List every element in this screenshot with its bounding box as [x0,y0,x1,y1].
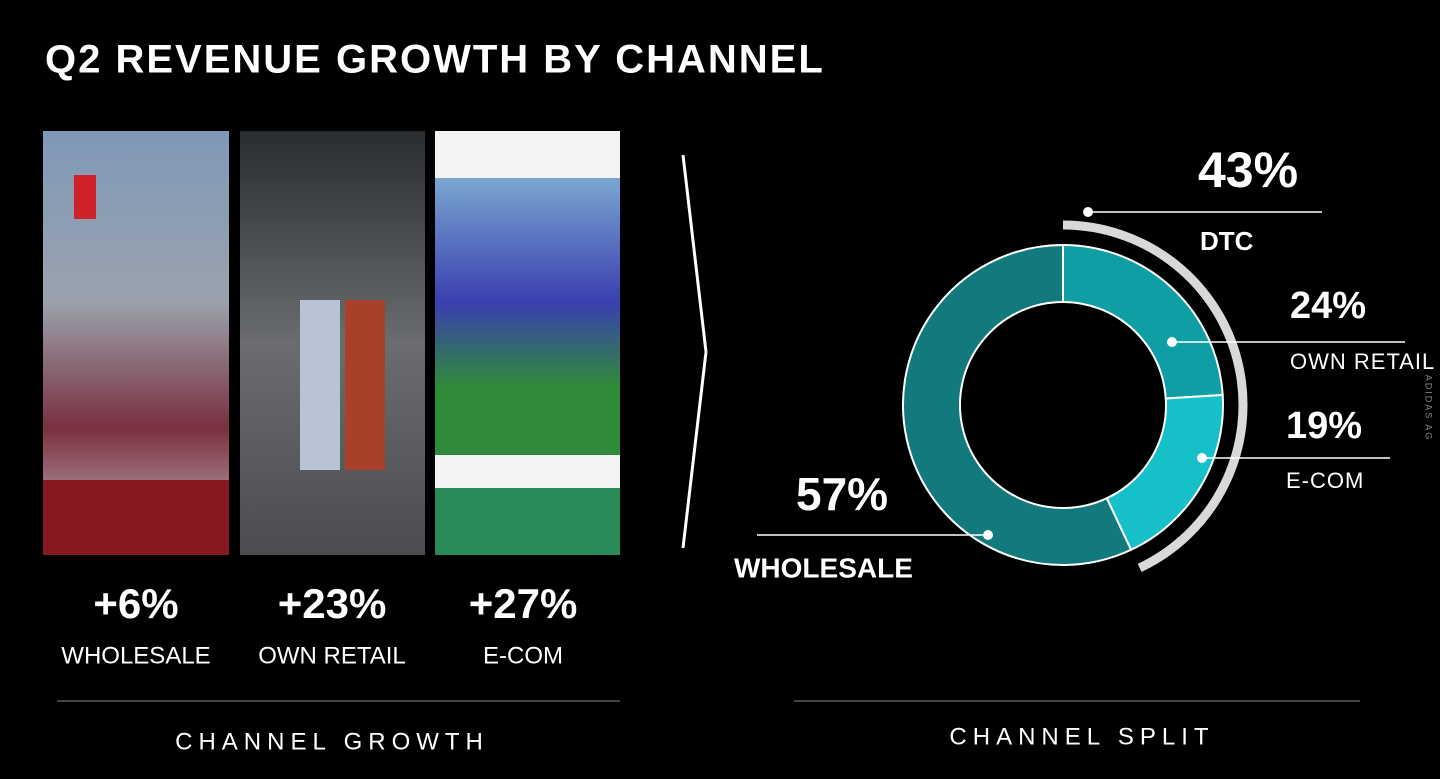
growth-value: +6% [93,580,178,627]
store-logo [74,175,96,219]
leader-dot [983,530,993,540]
leader-dot [1083,207,1093,217]
chevron [681,154,708,549]
split-caption: CHANNEL SPLIT [949,723,1214,750]
donut-segment [1062,243,1224,400]
donut-chart [902,220,1248,572]
growth-channel: E-COM [483,642,563,669]
store-front [43,480,229,555]
donut-segment [902,243,1133,566]
group-value-label: 43% [1198,142,1298,198]
value-label: 24% [1290,285,1366,327]
credit: ADIDAS AG [1424,375,1434,442]
category-label: WHOLESALE [734,552,913,583]
value-label: 19% [1286,405,1362,447]
leader-dot [1167,337,1177,347]
leader-dot [1197,453,1207,463]
ecom-tiles [435,488,620,555]
category-label: E-COM [1286,468,1364,493]
growth-value: +27% [469,580,578,627]
ecom-banner [435,178,620,455]
growth-channel: WHOLESALE [61,642,210,669]
slide-title: Q2 REVENUE GROWTH BY CHANNEL [45,38,825,82]
growth-value: +23% [278,580,387,627]
mannequin [345,300,385,470]
growth-items: +6% WHOLESALE +23% OWN RETAIL +27% E-COM [61,580,577,669]
category-label: OWN RETAIL [1290,349,1435,374]
donut-segment [1105,393,1224,552]
value-label: 57% [796,468,888,520]
growth-channel: OWN RETAIL [258,642,406,669]
group-arc [1062,220,1248,572]
growth-caption: CHANNEL GROWTH [175,728,489,755]
group-name: DTC [1200,226,1254,256]
mannequin [300,300,340,470]
